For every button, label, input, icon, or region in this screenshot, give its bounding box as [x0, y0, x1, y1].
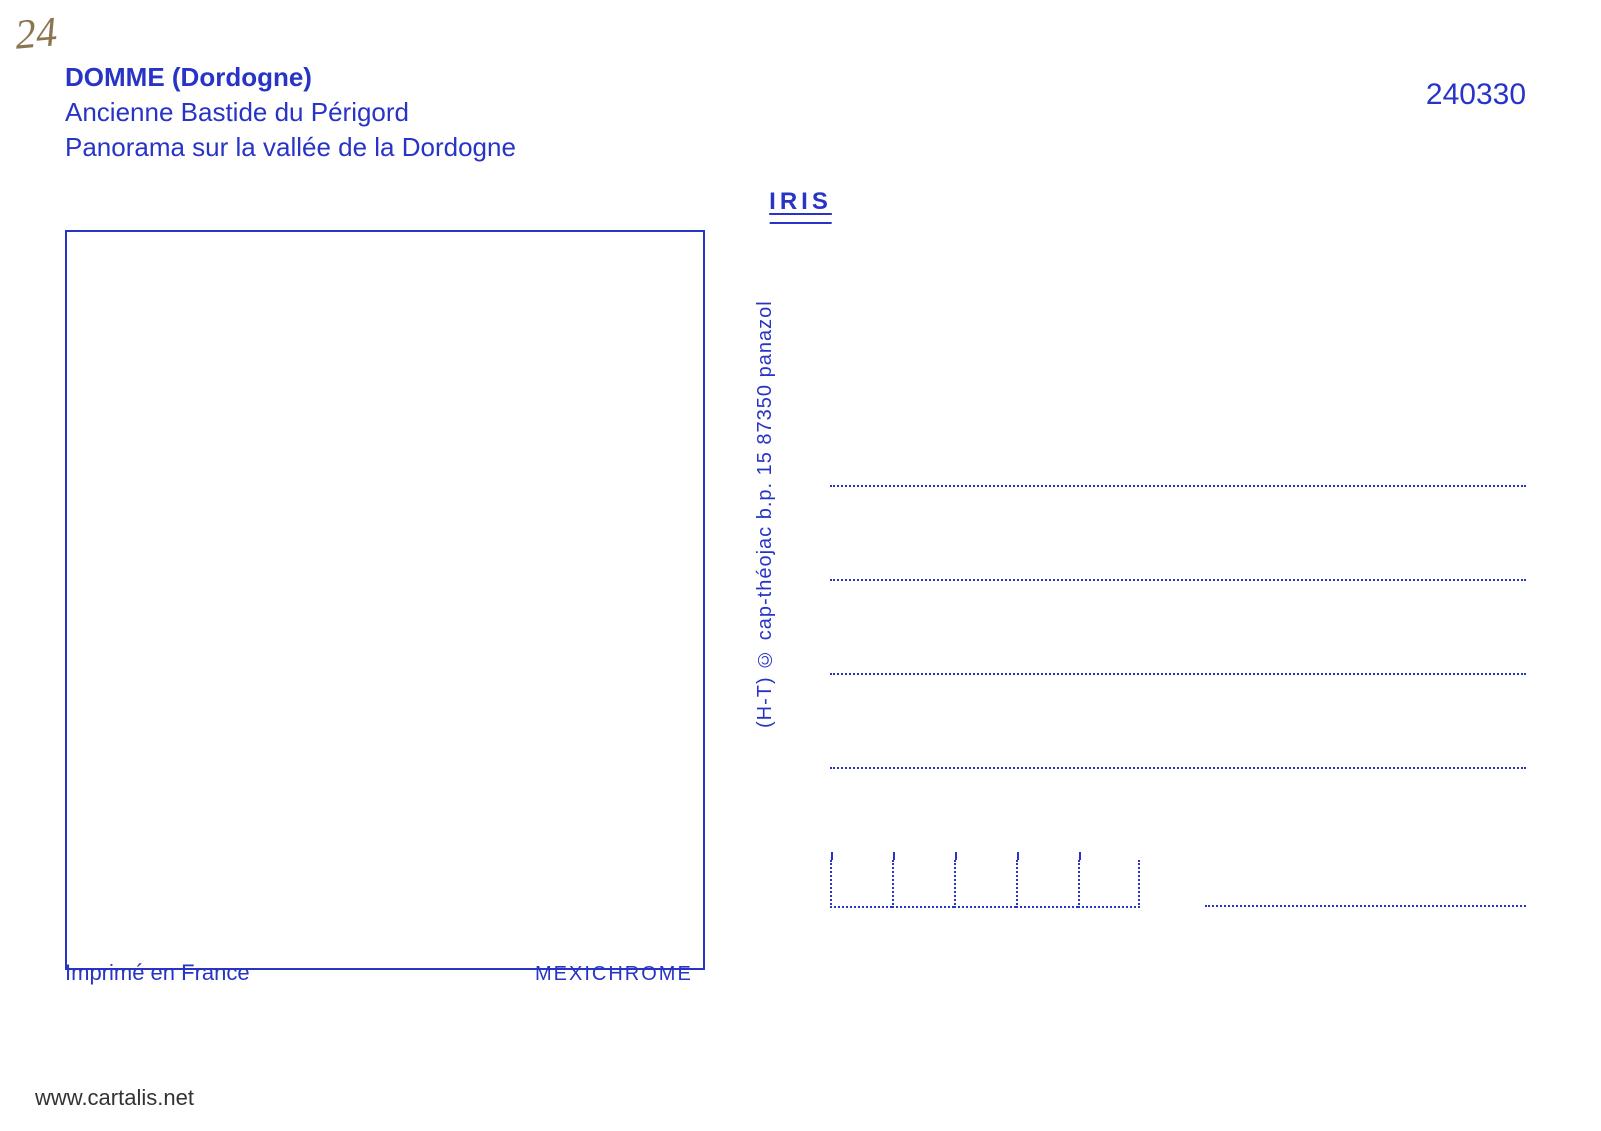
location-title: DOMME (Dordogne): [65, 60, 516, 95]
address-line: [830, 767, 1526, 769]
postal-trailing-line: [1205, 905, 1526, 907]
location-subtitle-1: Ancienne Bastide du Périgord: [65, 95, 516, 130]
footer-print-info: Imprimé en France: [65, 960, 250, 986]
postal-box: [830, 860, 892, 908]
header-block: DOMME (Dordogne) Ancienne Bastide du Pér…: [65, 60, 516, 165]
address-lines-area: [830, 485, 1526, 861]
postal-box: [954, 860, 1016, 908]
brand-label: IRIS: [769, 188, 832, 216]
postal-code-boxes: [830, 860, 1140, 908]
address-line: [830, 579, 1526, 581]
postal-box: [1078, 860, 1140, 908]
postal-box: [892, 860, 954, 908]
location-subtitle-2: Panorama sur la vallée de la Dordogne: [65, 130, 516, 165]
footer-process-name: MEXICHROME: [535, 963, 693, 986]
address-line: [830, 673, 1526, 675]
handwritten-annotation: 24: [13, 8, 59, 59]
postal-box: [1016, 860, 1078, 908]
publisher-credit: (H-T) © cap-théojac b.p. 15 87350 panazo…: [754, 300, 777, 890]
message-area-box: [65, 230, 705, 970]
address-line: [830, 485, 1526, 487]
watermark-text: www.cartalis.net: [35, 1085, 194, 1111]
reference-number: 240330: [1426, 78, 1526, 112]
